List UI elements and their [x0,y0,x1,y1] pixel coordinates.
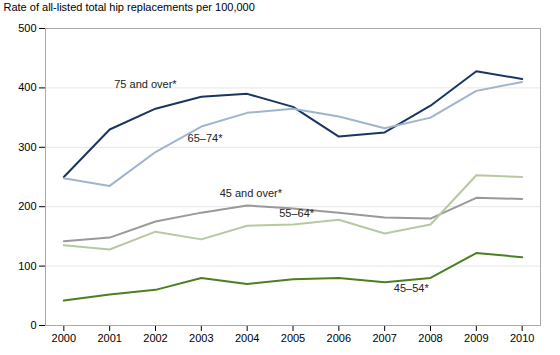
svg-text:2001: 2001 [97,332,121,344]
svg-text:2008: 2008 [418,332,442,344]
svg-text:Rate of all-listed total hip r: Rate of all-listed total hip replacement… [4,1,255,13]
svg-text:45–54*: 45–54* [394,282,430,294]
svg-text:2000: 2000 [52,332,76,344]
svg-text:400: 400 [18,81,36,93]
svg-text:500: 500 [18,22,36,34]
svg-text:2007: 2007 [372,332,396,344]
svg-text:100: 100 [18,260,36,272]
svg-text:2006: 2006 [327,332,351,344]
svg-text:75 and over*: 75 and over* [114,78,177,90]
svg-text:2002: 2002 [143,332,167,344]
svg-text:65–74*: 65–74* [188,132,224,144]
svg-text:2003: 2003 [189,332,213,344]
svg-text:2005: 2005 [281,332,305,344]
svg-text:55–64*: 55–64* [279,207,315,219]
svg-text:2004: 2004 [235,332,259,344]
svg-text:45 and over*: 45 and over* [220,187,283,199]
svg-text:2009: 2009 [464,332,488,344]
svg-text:300: 300 [18,141,36,153]
svg-text:2010: 2010 [510,332,534,344]
svg-text:0: 0 [30,319,36,331]
svg-text:200: 200 [18,200,36,212]
